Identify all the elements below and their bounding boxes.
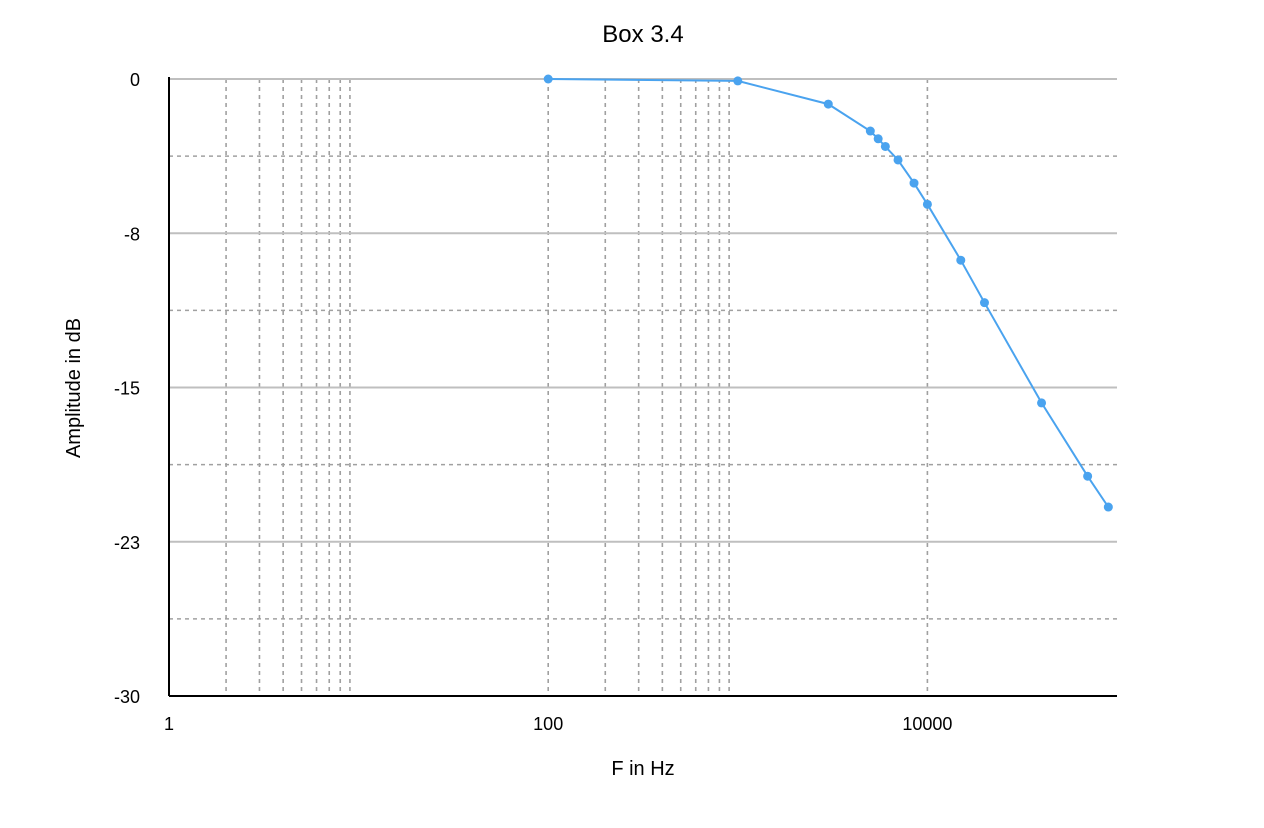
data-point: [956, 255, 966, 265]
x-tick-label: 100: [533, 714, 563, 734]
data-point: [733, 76, 743, 86]
x-tick-label: 1: [164, 714, 174, 734]
data-point: [1037, 398, 1047, 408]
x-axis-label: F in Hz: [611, 758, 674, 780]
y-tick-label: -23: [114, 533, 140, 553]
y-tick-label: -15: [114, 379, 140, 399]
data-point: [922, 199, 932, 209]
series-line: [548, 78, 1110, 508]
chart-title: Box 3.4: [602, 21, 683, 48]
data-point: [865, 126, 875, 136]
data-point: [543, 74, 553, 84]
data-point: [1083, 471, 1093, 481]
y-tick-label: -8: [124, 224, 140, 244]
data-point: [1103, 502, 1113, 512]
data-point: [880, 141, 890, 151]
x-tick-label: 10000: [902, 714, 952, 734]
y-axis-label: Amplitude in dB: [63, 318, 85, 458]
data-series: [543, 74, 1113, 512]
data-point: [893, 155, 903, 165]
minor-grid: [169, 79, 1117, 696]
tick-labels: 1 100 10000 0 -8 -15 -23 -30: [114, 70, 952, 734]
axes: [168, 77, 1117, 697]
data-point: [823, 99, 833, 109]
data-point: [979, 298, 989, 308]
data-point: [873, 134, 883, 144]
y-tick-label: -30: [114, 687, 140, 707]
y-tick-label: 0: [130, 70, 140, 90]
data-point: [909, 178, 919, 188]
